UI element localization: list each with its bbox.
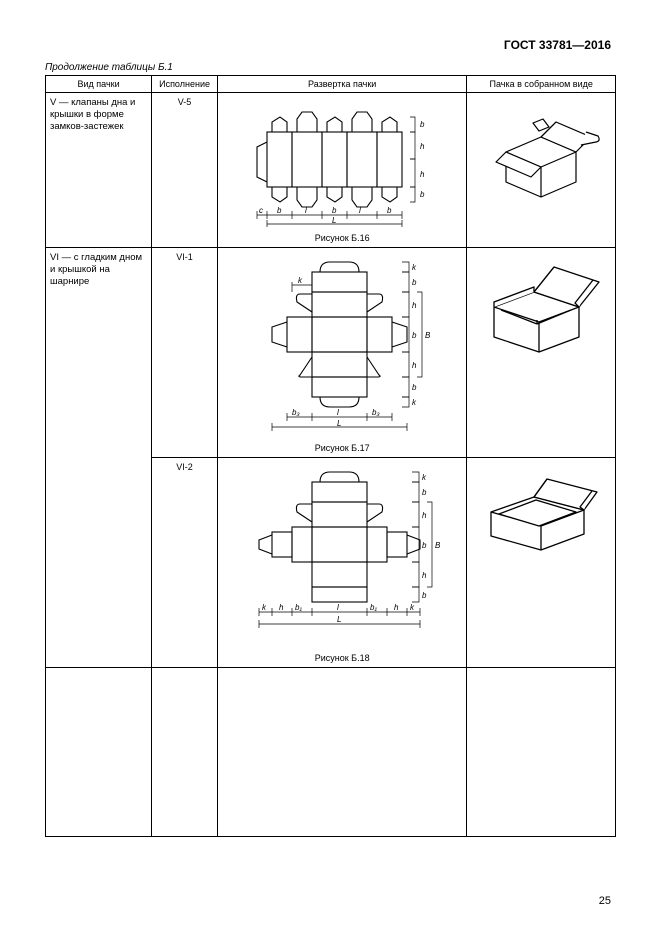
dim-label: b₃ [292, 408, 300, 417]
figure-caption: Рисунок Б.16 [222, 233, 462, 243]
col-type: Вид пачки [46, 76, 152, 93]
type-description: V — клапаны дна и крышки в форме замков-… [46, 93, 152, 248]
dim-label: b [387, 206, 392, 215]
table-row: V — клапаны дна и крышки в форме замков-… [46, 93, 616, 248]
dim-label: l [305, 206, 307, 215]
col-exec: Исполнение [152, 76, 218, 93]
flat-pattern-cell: k b h B b h b k k b₃ l b [217, 248, 466, 458]
table-caption: Продолжение таблицы Б.1 [45, 62, 616, 73]
dim-label: h [420, 170, 425, 179]
assembled-cell [467, 248, 616, 458]
flat-pattern-b18: k b h B b h b k h b₁ l b [237, 462, 447, 647]
dim-label: h [422, 571, 427, 580]
exec-code: V-5 [152, 93, 218, 248]
dim-label: L [337, 419, 341, 428]
table-row-empty [46, 668, 616, 837]
page-number: 25 [599, 895, 611, 907]
dim-label: b [277, 206, 282, 215]
specification-table: Вид пачки Исполнение Развертка пачки Пач… [45, 75, 616, 837]
dim-label: k [412, 398, 417, 407]
document-id: ГОСТ 33781—2016 [504, 38, 611, 52]
dim-label: b₃ [372, 408, 380, 417]
dim-label: B [425, 331, 431, 340]
dim-label: h [420, 142, 425, 151]
dim-label: b₁ [370, 603, 377, 612]
dim-label: b [422, 488, 427, 497]
dim-label: b [332, 206, 337, 215]
dim-label: h [279, 603, 284, 612]
dim-label: k [412, 263, 417, 272]
dim-label: B [435, 541, 441, 550]
dim-label: b [412, 331, 417, 340]
assembled-b16 [481, 97, 601, 207]
dim-label: h [422, 511, 427, 520]
dim-label: l [337, 603, 339, 612]
flat-pattern-cell: k b h B b h b k h b₁ l b [217, 458, 466, 668]
dim-label: b₁ [295, 603, 302, 612]
type-description: VI — с гладким дном и крышкой на шарнире [46, 248, 152, 668]
dim-label: b [422, 591, 427, 600]
table-header-row: Вид пачки Исполнение Развертка пачки Пач… [46, 76, 616, 93]
dim-label: b [420, 120, 425, 129]
exec-code: VI-2 [152, 458, 218, 668]
dim-label: k [262, 603, 267, 612]
dim-label: l [337, 408, 339, 417]
dim-label: c [259, 206, 263, 215]
col-flat: Развертка пачки [217, 76, 466, 93]
dim-label: h [412, 301, 417, 310]
flat-pattern-b16: b h h b c b l b l b L [242, 97, 442, 227]
figure-caption: Рисунок Б.18 [222, 653, 462, 663]
dim-label: l [359, 206, 361, 215]
exec-code: VI-1 [152, 248, 218, 458]
page: ГОСТ 33781—2016 Продолжение таблицы Б.1 … [0, 0, 661, 935]
assembled-b17 [479, 252, 604, 362]
figure-caption: Рисунок Б.17 [222, 443, 462, 453]
dim-label: L [337, 615, 341, 624]
assembled-b18 [479, 462, 604, 562]
dim-label: h [394, 603, 399, 612]
dim-label: k [410, 603, 415, 612]
dim-label: h [412, 361, 417, 370]
dim-label: b [422, 541, 427, 550]
dim-label: k [298, 276, 303, 285]
flat-pattern-b17: k b h B b h b k k b₃ l b [242, 252, 442, 437]
assembled-cell [467, 93, 616, 248]
flat-pattern-cell: b h h b c b l b l b L [217, 93, 466, 248]
table-row: VI — с гладким дном и крышкой на шарнире… [46, 248, 616, 458]
dim-label: b [420, 190, 425, 199]
dim-label: b [412, 383, 417, 392]
col-assembled: Пачка в собранном виде [467, 76, 616, 93]
dim-label: L [332, 216, 336, 225]
dim-label: k [422, 473, 427, 482]
dim-label: b [412, 278, 417, 287]
assembled-cell [467, 458, 616, 668]
